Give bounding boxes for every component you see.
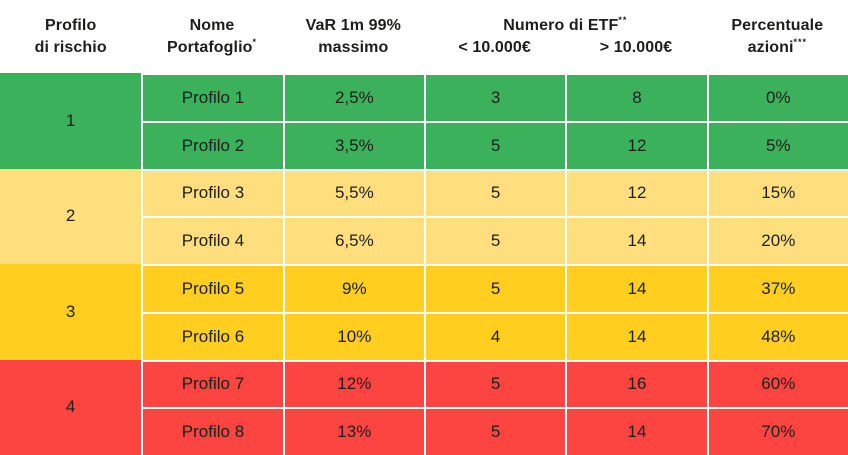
portfolio-name-cell: Profilo 5 [141, 264, 283, 312]
etf-over-10k-cell: 8 [565, 73, 707, 121]
risk-level-cell: 4 [65, 397, 76, 417]
header-equity-percentage: Percentuale azioni*** [707, 15, 848, 59]
header-equity-line2: azioni*** [747, 36, 808, 56]
etf-over-10k-cell: 14 [565, 216, 707, 264]
portfolio-name-cell: Profilo 1 [141, 73, 283, 121]
header-name-line1: Nome [189, 16, 235, 34]
portfolio-name-cell: Profilo 7 [141, 359, 283, 408]
etf-over-10k-cell: 12 [565, 168, 707, 217]
var-max-cell: 13% [282, 407, 424, 455]
etf-under-10k-cell: 5 [423, 216, 566, 264]
var-max-cell: 2,5% [282, 73, 424, 121]
footnote-marker: * [252, 36, 258, 47]
risk-group-4: 4 Profilo 7 12% 5 16 60% Profilo 8 13% 5… [0, 359, 848, 455]
risk-level-cell: 1 [65, 110, 76, 130]
etf-under-10k-cell: 5 [423, 264, 566, 312]
etf-over-10k-cell: 16 [565, 359, 707, 408]
etf-under-10k-cell: 5 [423, 359, 566, 408]
header-var-line2: massimo [318, 38, 389, 56]
risk-group-2: 2 Profilo 3 5,5% 5 12 15% Profilo 4 6,5%… [0, 168, 848, 264]
table-body: 1 Profilo 1 2,5% 3 8 0% Profilo 2 3,5% 5… [0, 73, 848, 455]
etf-under-10k-cell: 5 [423, 168, 566, 217]
footnote-marker: *** [793, 36, 808, 47]
var-max-cell: 6,5% [282, 216, 424, 264]
header-name-line2: Portafoglio* [166, 36, 258, 56]
etf-over-10k-cell: 14 [565, 264, 707, 312]
header-risk-profile: Profilo di rischio [0, 15, 141, 59]
risk-level-cell: 3 [65, 301, 76, 321]
equity-pct-cell: 70% [706, 407, 848, 455]
var-max-cell: 3,5% [282, 120, 424, 169]
header-risk-line1: Profilo [44, 16, 97, 34]
equity-pct-cell: 15% [706, 168, 848, 217]
footnote-marker: ** [618, 14, 628, 25]
etf-under-10k-cell: 5 [423, 407, 566, 455]
header-var-max: VaR 1m 99% massimo [283, 15, 424, 59]
portfolio-name-cell: Profilo 4 [141, 216, 283, 264]
etf-under-10k-cell: 5 [423, 120, 566, 169]
var-max-cell: 5,5% [282, 168, 424, 217]
portfolio-name-cell: Profilo 2 [141, 120, 283, 169]
var-max-cell: 9% [282, 264, 424, 312]
etf-over-10k-cell: 12 [565, 120, 707, 169]
etf-under-10k-cell: 3 [423, 73, 566, 121]
etf-over-10k-cell: 14 [565, 407, 707, 455]
portfolio-name-cell: Profilo 8 [141, 407, 283, 455]
risk-group-3: 3 Profilo 5 9% 5 14 37% Profilo 6 10% 4 … [0, 264, 848, 360]
risk-group-1: 1 Profilo 1 2,5% 3 8 0% Profilo 2 3,5% 5… [0, 73, 848, 169]
equity-pct-cell: 0% [706, 73, 848, 121]
equity-pct-cell: 5% [706, 120, 848, 169]
header-etf-over-10k: > 10.000€ [599, 38, 673, 56]
header-etf-title: Numero di ETF** [503, 14, 628, 34]
header-etf-count-group: Numero di ETF** < 10.000€ > 10.000€ [424, 15, 707, 59]
etf-under-10k-cell: 4 [423, 311, 566, 360]
equity-pct-cell: 20% [706, 216, 848, 264]
portfolio-name-cell: Profilo 3 [141, 168, 283, 217]
header-portfolio-name: Nome Portafoglio* [141, 15, 282, 59]
equity-pct-cell: 37% [706, 264, 848, 312]
header-etf-under-10k: < 10.000€ [458, 38, 531, 56]
equity-pct-cell: 60% [706, 359, 848, 408]
header-etf-subcolumns: < 10.000€ > 10.000€ [424, 37, 707, 59]
header-equity-line1: Percentuale [731, 16, 824, 34]
etf-over-10k-cell: 14 [565, 311, 707, 360]
risk-level-cell: 2 [65, 206, 76, 226]
header-var-line1: VaR 1m 99% [305, 16, 401, 34]
var-max-cell: 10% [282, 311, 424, 360]
table-header: Profilo di rischio Nome Portafoglio* VaR… [0, 0, 848, 73]
header-risk-line2: di rischio [34, 38, 107, 56]
portfolio-name-cell: Profilo 6 [141, 311, 283, 360]
var-max-cell: 12% [282, 359, 424, 408]
equity-pct-cell: 48% [706, 311, 848, 360]
